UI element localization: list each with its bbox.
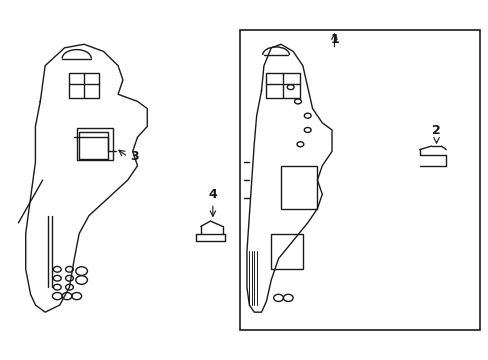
Bar (79, 132, 108, 158)
Text: 2: 2 (431, 124, 440, 137)
Bar (281, 166, 317, 208)
Bar (77, 128, 113, 160)
Text: 3: 3 (130, 150, 139, 163)
Bar (69, 73, 99, 98)
Bar (271, 234, 302, 269)
Text: 4: 4 (208, 188, 217, 202)
Bar (266, 73, 300, 98)
Bar (239, 30, 479, 330)
Text: 1: 1 (329, 33, 338, 46)
